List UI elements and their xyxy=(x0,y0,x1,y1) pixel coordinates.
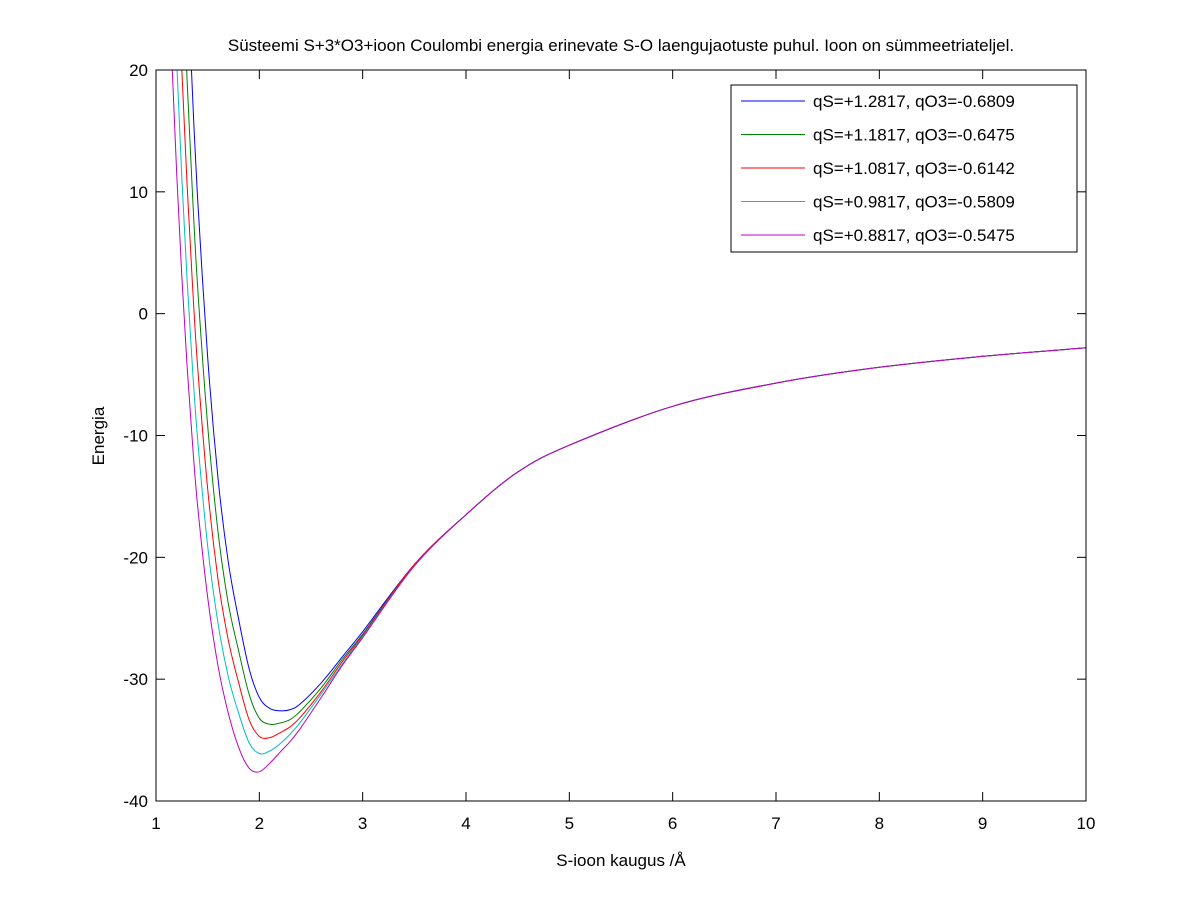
legend-label: qS=+0.9817, qO3=-0.5809 xyxy=(813,193,1015,212)
y-tick-label: 0 xyxy=(139,305,148,324)
axis-ticks: 1 2 3 4 5 6 7 8 9 10 20 10 0 -10 -20 -30 -40 xyxy=(123,61,1095,833)
legend: qS=+1.2817, qO3=-0.6809 qS=+1.1817, qO3=-… xyxy=(730,84,1078,253)
x-tick-label: 5 xyxy=(565,814,574,833)
legend-label: qS=+1.0817, qO3=-0.6142 xyxy=(813,159,1015,178)
series-line-5 xyxy=(171,70,1086,773)
x-tick-label: 2 xyxy=(255,814,264,833)
legend-entry: qS=+1.1817, qO3=-0.6475 xyxy=(741,126,1015,145)
y-tick-label: -10 xyxy=(123,427,148,446)
legend-entry: qS=+1.0817, qO3=-0.6142 xyxy=(741,159,1015,178)
x-tick-label: 10 xyxy=(1077,814,1096,833)
legend-entry: qS=+1.2817, qO3=-0.6809 xyxy=(741,92,1015,111)
chart-title: Süsteemi S+3*O3+ioon Coulombi energia er… xyxy=(228,36,1014,55)
x-axis-label: S-ioon kaugus /Å xyxy=(556,851,686,870)
y-axis-label: Energia xyxy=(89,406,108,465)
x-tick-label: 6 xyxy=(668,814,677,833)
y-tick-label: -30 xyxy=(123,670,148,689)
y-tick-label: -20 xyxy=(123,548,148,567)
y-tick-label: 10 xyxy=(129,183,148,202)
legend-label: qS=+1.1817, qO3=-0.6475 xyxy=(813,126,1015,145)
legend-label: qS=+0.8817, qO3=-0.5475 xyxy=(813,226,1015,245)
legend-label: qS=+1.2817, qO3=-0.6809 xyxy=(813,92,1015,111)
legend-entry: qS=+0.8817, qO3=-0.5475 xyxy=(741,226,1015,245)
x-tick-label: 1 xyxy=(151,814,160,833)
legend-entry: qS=+0.9817, qO3=-0.5809 xyxy=(741,193,1015,212)
y-tick-label: -40 xyxy=(123,792,148,811)
x-tick-label: 7 xyxy=(771,814,780,833)
plot-frame xyxy=(155,69,1087,802)
x-tick-label: 9 xyxy=(978,814,987,833)
series-lines xyxy=(171,70,1086,773)
x-tick-label: 8 xyxy=(875,814,884,833)
x-tick-label: 3 xyxy=(358,814,367,833)
y-tick-label: 20 xyxy=(129,61,148,80)
x-tick-label: 4 xyxy=(461,814,470,833)
